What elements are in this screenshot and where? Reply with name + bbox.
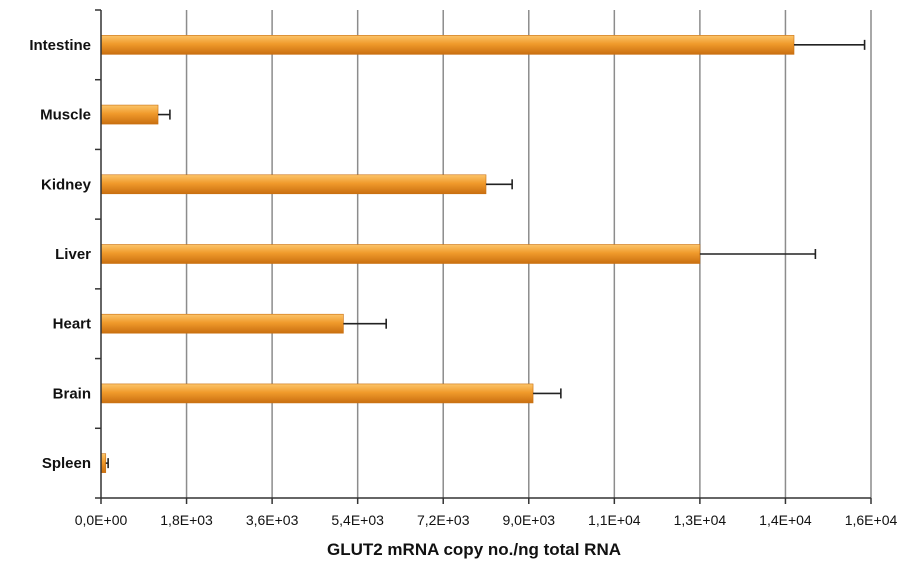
x-tick-label: 1,4E+04 xyxy=(759,512,812,528)
category-label: Muscle xyxy=(40,107,91,124)
x-tick-label: 7,2E+03 xyxy=(417,512,470,528)
category-label: Heart xyxy=(53,316,91,333)
labels: 0,0E+00 1,8E+03 3,6E+03 5,4E+03 7,2E+03 9,0E+… xyxy=(29,37,897,528)
x-tick-label: 1,8E+03 xyxy=(160,512,213,528)
axes xyxy=(95,9,872,504)
x-tick-label: 1,6E+04 xyxy=(845,512,898,528)
category-label: Kidney xyxy=(41,176,92,193)
bar xyxy=(100,383,534,404)
category-label: Intestine xyxy=(29,37,91,54)
category-label: Liver xyxy=(55,246,91,263)
x-tick-label: 3,6E+03 xyxy=(246,512,299,528)
x-tick-label: 1,3E+04 xyxy=(674,512,727,528)
bar xyxy=(100,174,487,195)
bar xyxy=(100,244,701,264)
x-tick-label: 0,0E+00 xyxy=(75,512,128,528)
bar xyxy=(100,313,344,334)
bar xyxy=(100,104,159,125)
x-tick-label: 5,4E+03 xyxy=(331,512,384,528)
x-tick-label: 9,0E+03 xyxy=(502,512,555,528)
category-label: Spleen xyxy=(42,455,91,472)
category-label: Brain xyxy=(53,385,91,402)
x-tick-label: 1,1E+04 xyxy=(588,512,641,528)
bars xyxy=(100,35,866,473)
x-axis-title: GLUT2 mRNA copy no./ng total RNA xyxy=(327,540,621,559)
bar xyxy=(100,35,795,55)
